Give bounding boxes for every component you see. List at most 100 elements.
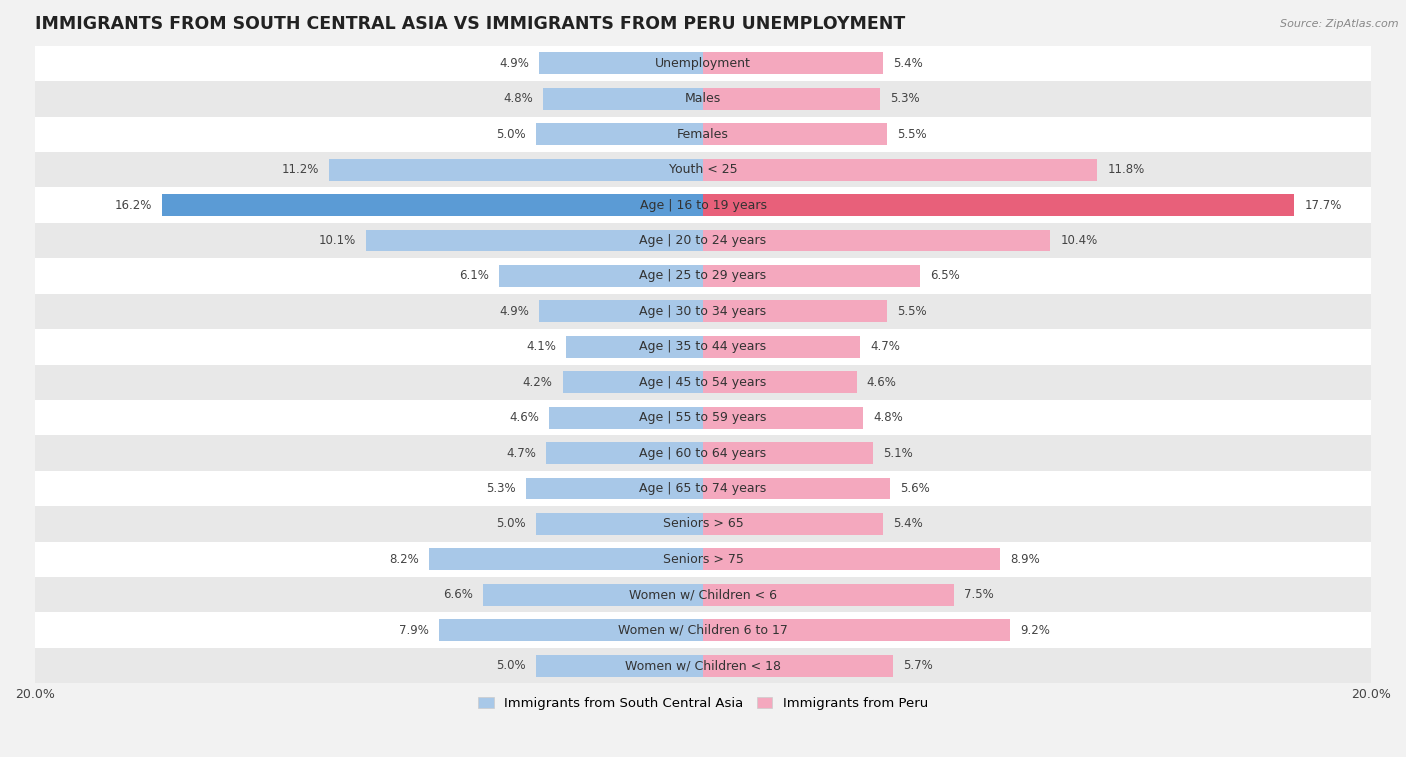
Text: 6.6%: 6.6% (443, 588, 472, 601)
Bar (35, 365, 1371, 400)
Text: 5.0%: 5.0% (496, 128, 526, 141)
Text: 16.2%: 16.2% (114, 198, 152, 212)
Text: 4.9%: 4.9% (499, 305, 529, 318)
Bar (35, 45, 1371, 81)
Bar (550, 407, 703, 428)
Text: Women w/ Children < 6: Women w/ Children < 6 (628, 588, 778, 601)
Text: Unemployment: Unemployment (655, 57, 751, 70)
Text: 7.5%: 7.5% (963, 588, 993, 601)
Bar (703, 229, 1050, 251)
Bar (429, 548, 703, 570)
Text: Age | 25 to 29 years: Age | 25 to 29 years (640, 269, 766, 282)
Bar (703, 301, 887, 322)
Text: 17.7%: 17.7% (1305, 198, 1341, 212)
Text: Age | 35 to 44 years: Age | 35 to 44 years (640, 341, 766, 354)
Text: 5.4%: 5.4% (893, 518, 924, 531)
Text: IMMIGRANTS FROM SOUTH CENTRAL ASIA VS IMMIGRANTS FROM PERU UNEMPLOYMENT: IMMIGRANTS FROM SOUTH CENTRAL ASIA VS IM… (35, 15, 905, 33)
Text: 7.9%: 7.9% (399, 624, 429, 637)
Bar (703, 336, 860, 358)
Text: 4.1%: 4.1% (526, 341, 555, 354)
Legend: Immigrants from South Central Asia, Immigrants from Peru: Immigrants from South Central Asia, Immi… (472, 691, 934, 715)
Bar (35, 435, 1371, 471)
Bar (526, 478, 703, 500)
Text: Source: ZipAtlas.com: Source: ZipAtlas.com (1281, 19, 1399, 29)
Bar (703, 88, 880, 110)
Bar (536, 513, 703, 535)
Text: 4.9%: 4.9% (499, 57, 529, 70)
Text: 5.5%: 5.5% (897, 128, 927, 141)
Text: 10.1%: 10.1% (318, 234, 356, 247)
Text: Seniors > 75: Seniors > 75 (662, 553, 744, 565)
Bar (35, 152, 1371, 188)
Text: Age | 45 to 54 years: Age | 45 to 54 years (640, 375, 766, 388)
Text: 4.2%: 4.2% (523, 375, 553, 388)
Bar (536, 123, 703, 145)
Bar (35, 258, 1371, 294)
Text: 4.6%: 4.6% (866, 375, 897, 388)
Bar (35, 648, 1371, 684)
Bar (35, 117, 1371, 152)
Text: 5.5%: 5.5% (897, 305, 927, 318)
Bar (703, 442, 873, 464)
Bar (562, 371, 703, 393)
Text: 4.6%: 4.6% (509, 411, 540, 424)
Bar (703, 584, 953, 606)
Bar (366, 229, 703, 251)
Bar (35, 612, 1371, 648)
Bar (540, 301, 703, 322)
Text: 5.4%: 5.4% (893, 57, 924, 70)
Bar (482, 584, 703, 606)
Text: 11.8%: 11.8% (1107, 164, 1144, 176)
Text: 6.1%: 6.1% (460, 269, 489, 282)
Text: 8.9%: 8.9% (1011, 553, 1040, 565)
Bar (35, 294, 1371, 329)
Text: 4.7%: 4.7% (870, 341, 900, 354)
Bar (35, 577, 1371, 612)
Text: 6.5%: 6.5% (931, 269, 960, 282)
Bar (703, 655, 893, 677)
Text: Women w/ Children 6 to 17: Women w/ Children 6 to 17 (619, 624, 787, 637)
Text: 4.8%: 4.8% (873, 411, 903, 424)
Text: 5.1%: 5.1% (883, 447, 912, 459)
Text: Age | 30 to 34 years: Age | 30 to 34 years (640, 305, 766, 318)
Bar (703, 194, 1295, 216)
Bar (439, 619, 703, 641)
Bar (546, 442, 703, 464)
Text: Females: Females (678, 128, 728, 141)
Bar (703, 265, 920, 287)
Bar (35, 506, 1371, 542)
Bar (703, 371, 856, 393)
Bar (35, 400, 1371, 435)
Bar (162, 194, 703, 216)
Bar (703, 478, 890, 500)
Text: Youth < 25: Youth < 25 (669, 164, 737, 176)
Text: Males: Males (685, 92, 721, 105)
Bar (543, 88, 703, 110)
Text: 5.3%: 5.3% (890, 92, 920, 105)
Text: Age | 55 to 59 years: Age | 55 to 59 years (640, 411, 766, 424)
Bar (35, 542, 1371, 577)
Bar (35, 188, 1371, 223)
Text: Age | 65 to 74 years: Age | 65 to 74 years (640, 482, 766, 495)
Bar (35, 471, 1371, 506)
Text: 10.4%: 10.4% (1060, 234, 1098, 247)
Bar (35, 329, 1371, 365)
Text: 9.2%: 9.2% (1021, 624, 1050, 637)
Bar (35, 81, 1371, 117)
Bar (703, 619, 1011, 641)
Bar (540, 52, 703, 74)
Text: 8.2%: 8.2% (389, 553, 419, 565)
Text: Seniors > 65: Seniors > 65 (662, 518, 744, 531)
Text: 4.8%: 4.8% (503, 92, 533, 105)
Bar (567, 336, 703, 358)
Text: 5.6%: 5.6% (900, 482, 929, 495)
Bar (703, 548, 1000, 570)
Text: 5.0%: 5.0% (496, 518, 526, 531)
Text: 5.3%: 5.3% (486, 482, 516, 495)
Bar (536, 655, 703, 677)
Text: 11.2%: 11.2% (281, 164, 319, 176)
Text: 4.7%: 4.7% (506, 447, 536, 459)
Bar (329, 159, 703, 181)
Bar (703, 123, 887, 145)
Bar (703, 52, 883, 74)
